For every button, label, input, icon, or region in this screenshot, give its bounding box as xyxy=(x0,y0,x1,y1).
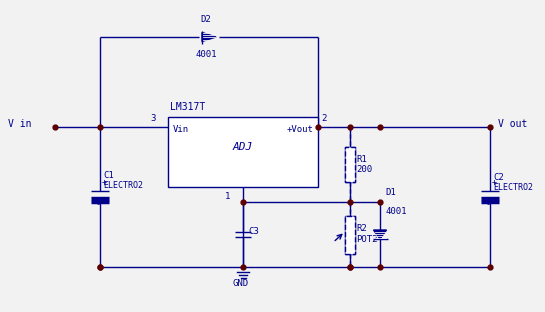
Text: 4001: 4001 xyxy=(195,50,217,59)
Text: 3: 3 xyxy=(150,114,155,123)
Text: C2: C2 xyxy=(493,173,504,182)
Polygon shape xyxy=(202,32,216,41)
Bar xyxy=(345,216,355,253)
Text: ADJ: ADJ xyxy=(233,142,253,152)
Text: POT2: POT2 xyxy=(356,235,378,244)
Text: +: + xyxy=(102,178,107,187)
Text: 1: 1 xyxy=(225,192,231,201)
Text: ELECTRO2: ELECTRO2 xyxy=(103,181,143,189)
Text: 4001: 4001 xyxy=(385,207,407,216)
Text: +Vout: +Vout xyxy=(286,125,313,134)
Text: GND: GND xyxy=(233,279,249,288)
Text: D1: D1 xyxy=(385,188,396,197)
Bar xyxy=(345,147,355,182)
Text: R2: R2 xyxy=(356,224,367,233)
Polygon shape xyxy=(373,230,386,239)
Text: -: - xyxy=(95,200,100,209)
Text: -: - xyxy=(486,200,491,209)
Text: V in: V in xyxy=(8,119,32,129)
Text: D2: D2 xyxy=(201,15,211,24)
Text: +: + xyxy=(492,178,497,187)
Bar xyxy=(345,216,355,253)
Text: V out: V out xyxy=(498,119,528,129)
Text: 2: 2 xyxy=(321,114,326,123)
Text: C3: C3 xyxy=(248,227,259,236)
Text: R1: R1 xyxy=(356,155,367,164)
Bar xyxy=(345,147,355,182)
Text: C1: C1 xyxy=(103,170,114,179)
Bar xyxy=(168,117,318,187)
Text: LM317T: LM317T xyxy=(170,102,205,112)
Text: ELECTRO2: ELECTRO2 xyxy=(493,183,533,193)
Text: 200: 200 xyxy=(356,165,372,174)
Text: Vin: Vin xyxy=(173,125,189,134)
